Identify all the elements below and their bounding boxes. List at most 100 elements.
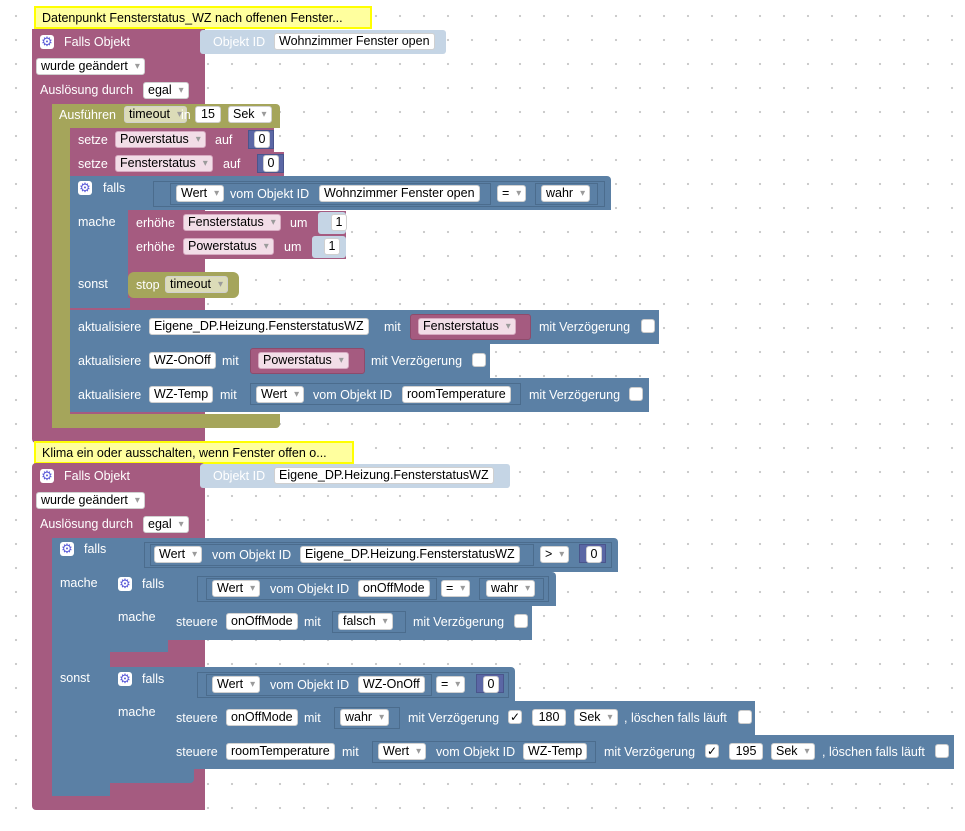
update-label: aktualisiere [78,354,142,368]
gear-icon[interactable]: ⚙ [118,576,132,591]
obj-field[interactable]: WZ-OnOff [358,676,425,693]
control-value-dropdown[interactable]: falsch [338,613,393,630]
do-label: mache [78,215,116,229]
cmp-dropdown[interactable]: wahr [541,185,591,202]
op-dropdown[interactable]: > [540,546,570,563]
clear-checkbox[interactable] [935,744,949,758]
set-var-dropdown[interactable]: Powerstatus [115,131,206,148]
if-label: falls [103,181,126,195]
objid-field[interactable]: Wohnzimmer Fenster open [274,33,435,50]
gear-icon[interactable]: ⚙ [40,34,54,49]
control-with-label: mit [304,615,321,629]
value-dropdown[interactable]: Wert [212,580,261,597]
cmp-dropdown[interactable]: wahr [486,580,536,597]
delay-checkbox[interactable]: ✓ [508,710,522,724]
objid-field[interactable]: Eigene_DP.Heizung.FensterstatusWZ [274,467,494,484]
inc-var-dropdown[interactable]: Powerstatus [183,238,274,255]
trigger-by-dropdown[interactable]: egal [143,516,189,533]
delay-checkbox[interactable] [472,353,486,367]
update-target[interactable]: WZ-OnOff [149,352,216,369]
delay-checkbox[interactable]: ✓ [705,744,719,758]
update-with-label: mit [222,354,239,368]
delay-checkbox[interactable] [629,387,643,401]
delay-value[interactable]: 180 [532,709,566,726]
value-dropdown[interactable]: Wert [176,185,225,202]
changed-dropdown[interactable]: wurde geändert [36,492,145,509]
inner-if-1-bottom [110,640,168,652]
unit-dropdown[interactable]: Sek [574,709,618,726]
if-label: falls [142,672,165,686]
from-obj-label: vom Objekt ID [313,388,393,402]
update-var-dropdown[interactable]: Fensterstatus [418,318,516,335]
control-target[interactable]: roomTemperature [226,743,335,760]
inc-label: erhöhe [136,216,175,230]
update-target[interactable]: WZ-Temp [149,386,214,403]
do-label: mache [60,576,98,590]
gear-icon[interactable]: ⚙ [60,541,74,556]
comment-2[interactable]: Klima ein oder ausschalten, wenn Fenster… [34,441,354,464]
clear-label: , löschen falls läuft [624,711,727,725]
op-dropdown[interactable]: = [441,580,471,597]
from-obj-label: vom Objekt ID [436,745,516,759]
timeout-bottom [52,414,280,428]
trigger-label: Falls Objekt [64,35,130,49]
value-dropdown[interactable]: Wert [256,386,305,403]
changed-dropdown[interactable]: wurde geändert [36,58,145,75]
obj-field[interactable]: WZ-Temp [523,743,588,760]
obj-field[interactable]: roomTemperature [402,386,511,403]
clear-checkbox[interactable] [738,710,752,724]
gear-icon[interactable]: ⚙ [118,671,132,686]
unit-dropdown[interactable]: Sek [771,743,815,760]
else-label: sonst [78,277,108,291]
from-obj-label: vom Objekt ID [212,548,292,562]
cmp-value[interactable]: 0 [586,546,602,563]
update-with-label: mit [220,388,237,402]
unit-dropdown[interactable]: Sek [228,106,272,123]
obj-field[interactable]: onOffMode [358,580,430,597]
gear-icon[interactable]: ⚙ [78,180,92,195]
set-label: setze [78,133,108,147]
delay-value[interactable]: 195 [729,743,763,760]
value-dropdown[interactable]: Wert [212,676,261,693]
update-label: aktualisiere [78,320,142,334]
timeout-left-bar [52,104,70,428]
obj-field[interactable]: Wohnzimmer Fenster open [319,185,480,202]
control-target[interactable]: onOffMode [226,613,298,630]
delay-field[interactable]: 15 [195,106,221,123]
set-value[interactable]: 0 [263,155,279,172]
delay-checkbox[interactable] [514,614,528,628]
op-dropdown[interactable]: = [497,185,527,202]
trigger-by-dropdown[interactable]: egal [143,82,189,99]
do-label: mache [118,610,156,624]
delay-checkbox[interactable] [641,319,655,333]
control-with-label: mit [342,745,359,759]
update-var-dropdown[interactable]: Powerstatus [258,352,349,369]
inc-value[interactable]: 1 [331,214,347,231]
control-delay-label: mit Verzögerung [408,711,500,725]
update-delay-label: mit Verzögerung [539,320,631,334]
inc-var-dropdown[interactable]: Fensterstatus [183,214,281,231]
value-dropdown[interactable]: Wert [154,546,203,563]
update-label: aktualisiere [78,388,142,402]
from-obj-label: vom Objekt ID [270,678,350,692]
value-dropdown[interactable]: Wert [378,743,427,760]
in-label: in [181,108,191,122]
set-var-dropdown[interactable]: Fensterstatus [115,155,213,172]
control-target[interactable]: onOffMode [226,709,298,726]
set-value[interactable]: 0 [254,131,270,148]
gear-icon[interactable]: ⚙ [40,468,54,483]
comment-1[interactable]: Datenpunkt Fensterstatus_WZ nach offenen… [34,6,372,29]
control-value-dropdown[interactable]: wahr [340,709,390,726]
if-block-2-bottom [52,786,106,796]
cmp-value[interactable]: 0 [483,676,499,693]
stop-var-dropdown[interactable]: timeout [165,276,228,293]
op-dropdown[interactable]: = [436,676,466,693]
timeout-var-dropdown[interactable]: timeout [124,106,187,123]
do-label: mache [118,705,156,719]
set-to-label: auf [223,157,241,171]
from-obj-label: vom Objekt ID [270,582,350,596]
obj-field[interactable]: Eigene_DP.Heizung.FensterstatusWZ [300,546,520,563]
update-target[interactable]: Eigene_DP.Heizung.FensterstatusWZ [149,318,369,335]
inc-value[interactable]: 1 [324,238,340,255]
update-delay-label: mit Verzögerung [529,388,621,402]
